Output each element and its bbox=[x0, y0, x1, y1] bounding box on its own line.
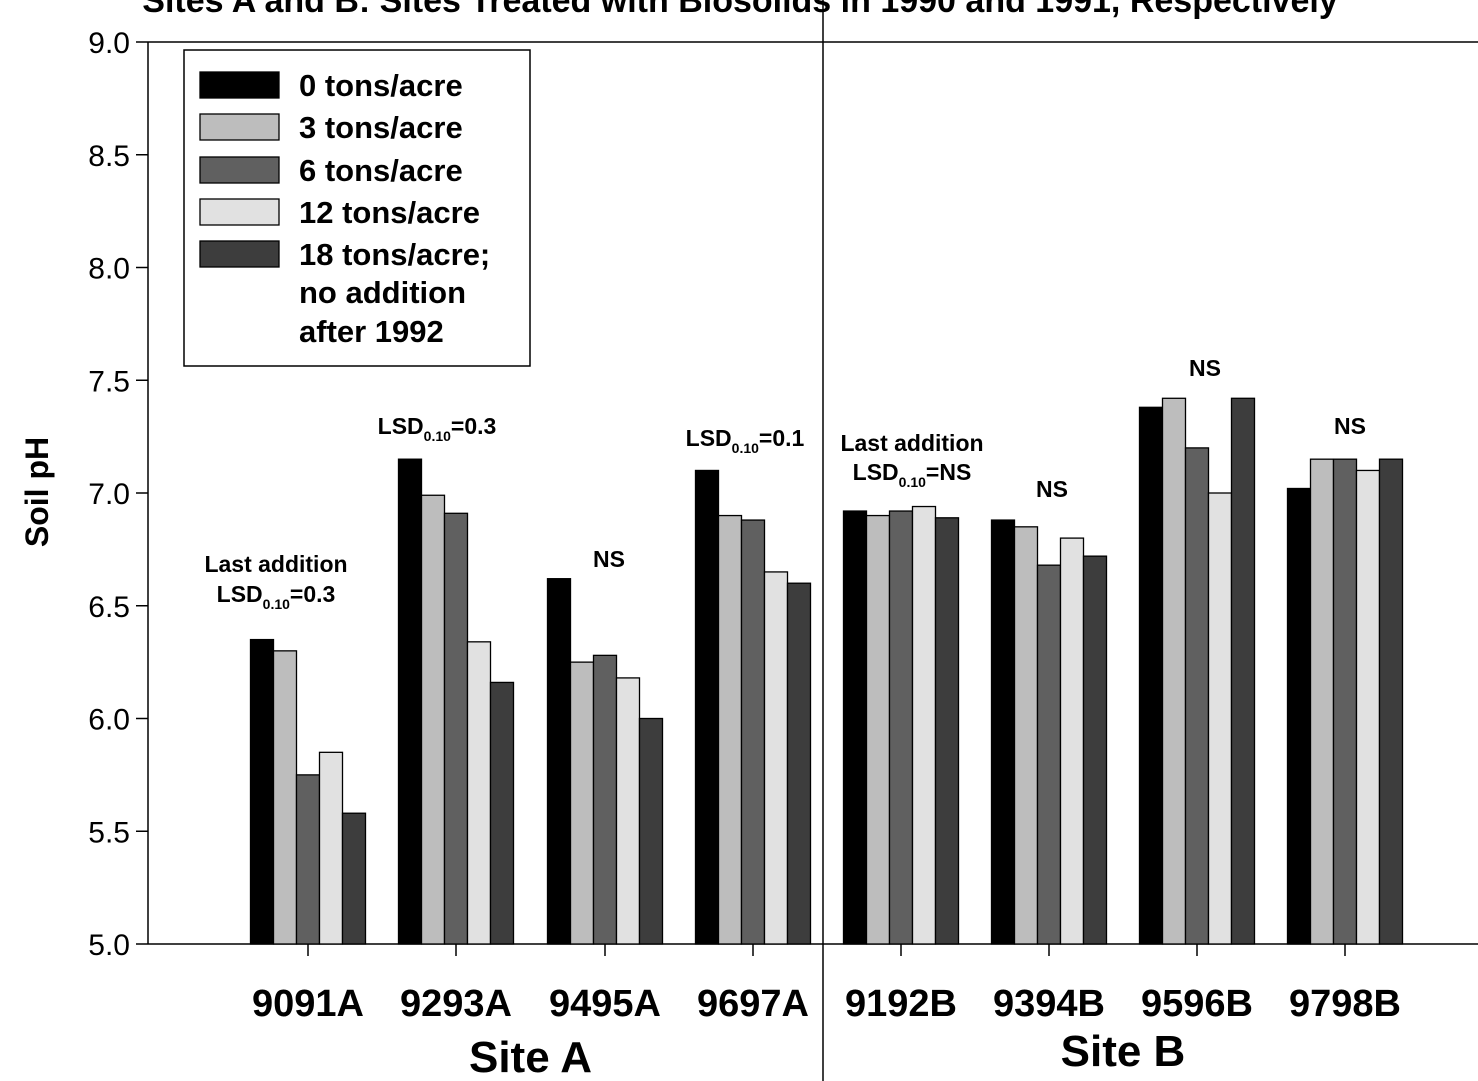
bar bbox=[569, 661, 595, 945]
legend-label: 18 tons/acre; bbox=[299, 237, 490, 272]
annotation-label: LSD0.10=0.3 bbox=[217, 581, 336, 612]
legend: 0 tons/acre 3 tons/acre 6 tons/acre 12 tons… bbox=[183, 49, 531, 367]
bar bbox=[1161, 397, 1187, 945]
bar bbox=[888, 510, 914, 945]
bar bbox=[443, 512, 469, 945]
legend-label: 12 tons/acre bbox=[299, 195, 480, 230]
bar bbox=[1082, 555, 1108, 945]
annotation-label: NS bbox=[1334, 413, 1366, 439]
bar bbox=[934, 517, 960, 945]
y-tick-label: 5.5 bbox=[88, 816, 130, 849]
x-tick-label: 9293A bbox=[400, 983, 512, 1025]
bar bbox=[1059, 537, 1085, 945]
bar bbox=[546, 578, 572, 945]
x-tick-label: 9798B bbox=[1289, 983, 1401, 1025]
bar bbox=[295, 774, 321, 945]
chart-title-cropped: Sites A and B: Sites Treated with Biosol… bbox=[142, 0, 1338, 20]
bar bbox=[1138, 406, 1164, 945]
legend-label: after 1992 bbox=[299, 314, 444, 349]
legend-label: no addition bbox=[299, 275, 466, 310]
bar bbox=[638, 717, 664, 945]
bar bbox=[466, 641, 492, 945]
bar bbox=[420, 494, 446, 945]
bar bbox=[1332, 458, 1358, 945]
bar bbox=[786, 582, 812, 945]
annotation-label: LSD0.10=0.1 bbox=[686, 425, 805, 456]
bar bbox=[592, 654, 618, 945]
bar bbox=[694, 469, 720, 945]
legend-swatch bbox=[199, 198, 280, 226]
bar bbox=[318, 751, 344, 945]
bar bbox=[249, 638, 275, 945]
annotation-label: NS bbox=[1189, 355, 1221, 381]
y-tick-label: 8.0 bbox=[88, 253, 130, 286]
bar bbox=[990, 519, 1016, 945]
y-tick-label: 5.0 bbox=[88, 929, 130, 962]
y-tick-label: 7.0 bbox=[88, 478, 130, 511]
bar bbox=[1378, 458, 1404, 945]
bars bbox=[249, 397, 1404, 945]
y-axis-label: Soil pH bbox=[19, 437, 55, 547]
bar bbox=[911, 505, 937, 945]
bar bbox=[1286, 487, 1312, 945]
bar bbox=[1013, 526, 1039, 945]
x-tick-label: 9091A bbox=[252, 983, 364, 1025]
annotation-label: Last addition bbox=[204, 551, 347, 577]
legend-swatch bbox=[199, 113, 280, 141]
bar bbox=[1184, 447, 1210, 945]
annotation-label: LSD0.10=NS bbox=[853, 459, 972, 490]
site-group-label: Site B bbox=[1061, 1027, 1186, 1076]
bar bbox=[717, 514, 743, 945]
y-tick-label: 7.5 bbox=[88, 365, 130, 398]
bar bbox=[1309, 458, 1335, 945]
legend-swatch bbox=[199, 240, 280, 268]
bar bbox=[842, 510, 868, 945]
bar bbox=[397, 458, 423, 945]
bar bbox=[489, 681, 515, 945]
legend-label: 0 tons/acre bbox=[299, 68, 463, 103]
y-tick-label: 9.0 bbox=[88, 27, 130, 60]
x-tick-label: 9596B bbox=[1141, 983, 1253, 1025]
legend-label: 3 tons/acre bbox=[299, 110, 463, 145]
legend-label: 6 tons/acre bbox=[299, 153, 463, 188]
legend-swatch bbox=[199, 71, 280, 99]
bar bbox=[272, 650, 298, 945]
bar bbox=[1207, 492, 1233, 945]
annotation-label: LSD0.10=0.3 bbox=[378, 413, 497, 444]
annotation-label: Last addition bbox=[840, 430, 983, 456]
bar bbox=[763, 571, 789, 945]
bar bbox=[1036, 564, 1062, 945]
x-tick-label: 9394B bbox=[993, 983, 1105, 1025]
annotations: Last addition LSD0.10=0.3 LSD0.10=0.3 NS LSD… bbox=[204, 355, 1366, 612]
annotation-label: NS bbox=[1036, 476, 1068, 502]
site-group-label: Site A bbox=[469, 1033, 592, 1081]
bar bbox=[1230, 397, 1256, 945]
x-tick-label: 9697A bbox=[697, 983, 809, 1025]
axes: 5.0 5.5 6.0 6.5 7.0 7.5 8.0 8.5 9.0 9091A 9293A 949… bbox=[88, 0, 1478, 1081]
bar bbox=[865, 514, 891, 945]
bar bbox=[1355, 469, 1381, 945]
bar bbox=[615, 677, 641, 945]
bar bbox=[740, 519, 766, 945]
x-tick-label: 9495A bbox=[549, 983, 661, 1025]
annotation-label: NS bbox=[593, 546, 625, 572]
y-tick-label: 6.5 bbox=[88, 591, 130, 624]
legend-swatch bbox=[199, 156, 280, 184]
x-tick-label: 9192B bbox=[845, 983, 957, 1025]
y-tick-label: 8.5 bbox=[88, 140, 130, 173]
bar bbox=[341, 812, 367, 945]
y-tick-label: 6.0 bbox=[88, 704, 130, 737]
